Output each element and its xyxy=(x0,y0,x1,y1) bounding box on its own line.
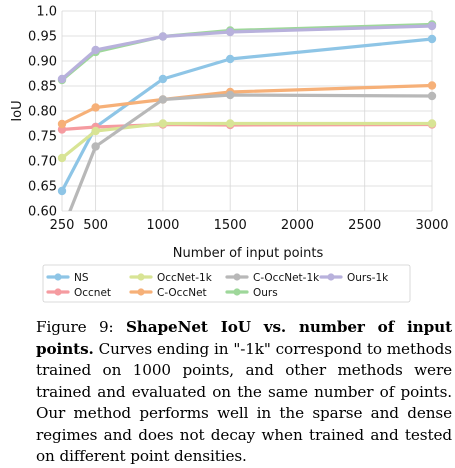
legend-label-ours-1k: Ours-1k xyxy=(347,272,389,284)
series-line-c-occnet xyxy=(60,83,434,126)
data-point-ns xyxy=(225,54,235,64)
data-point-c-occnet xyxy=(57,119,67,129)
series-line-ns xyxy=(60,37,434,193)
data-point-occnet-1k xyxy=(158,119,168,128)
data-point-ours-1k xyxy=(91,45,100,55)
data-point-c-occnet-1k xyxy=(427,91,437,101)
x-tick-label: 250 xyxy=(50,218,75,233)
legend-label-ours: Ours xyxy=(253,287,278,299)
data-point-ns xyxy=(57,186,67,196)
legend-label-c-occnet: C-OccNet xyxy=(157,287,207,299)
x-axis-ticks: 250 500 1000 1500 2000 2500 3000 xyxy=(50,218,449,233)
legend-marker-ours-1k xyxy=(327,273,335,281)
y-tick-label: 0.60 xyxy=(28,205,57,220)
legend-label-ns: NS xyxy=(74,272,89,284)
y-tick-label: 0.75 xyxy=(28,130,57,145)
iou-line-chart: 250 500 1000 1500 2000 2500 3000 0.600.650.700… xyxy=(10,5,449,303)
y-tick-label: 0.90 xyxy=(28,55,57,70)
series-line-ours-1k xyxy=(60,24,434,81)
data-point-c-occnet-1k xyxy=(158,95,168,104)
legend: NS Occnet OccNet-1k C-OccNet C-OccNet-1k Ours… xyxy=(42,264,411,303)
legend-marker-occnet xyxy=(54,288,62,296)
legend-marker-ours xyxy=(233,288,241,296)
y-axis-ticks: 0.60 0.65 0.70 0.75 0.80 0.85 0.90 0.95 1.0 xyxy=(28,5,57,220)
x-tick-label: 500 xyxy=(83,218,108,233)
y-tick-label: 0.80 xyxy=(28,105,57,120)
x-axis-label: Number of input points xyxy=(173,246,324,261)
data-point-occnet-1k xyxy=(57,153,67,163)
figure-caption: Figure 9: ShapeNet IoU vs. number of inp… xyxy=(36,317,452,468)
data-point-c-occnet xyxy=(91,103,100,112)
y-tick-label: 0.70 xyxy=(28,155,57,170)
figure-label: Figure 9: xyxy=(36,318,114,336)
data-point-ours-1k xyxy=(225,27,235,37)
x-tick-label: 1500 xyxy=(214,218,247,233)
series-lines xyxy=(57,20,437,211)
x-tick-label: 3000 xyxy=(415,218,448,233)
legend-marker-c-occnet-1k xyxy=(233,273,241,281)
data-point-occnet-1k xyxy=(91,126,100,136)
caption-body: Curves ending in "-1k" correspond to met… xyxy=(36,339,452,466)
caption-title: ShapeNet IoU vs. number of input points. xyxy=(36,318,452,358)
legend-marker-occnet-1k xyxy=(137,273,145,281)
grid xyxy=(61,10,433,212)
legend-marker-c-occnet xyxy=(137,288,145,296)
data-point-occnet-1k xyxy=(225,119,235,128)
legend-label-occnet: Occnet xyxy=(74,287,111,299)
data-point-c-occnet-1k xyxy=(225,90,235,100)
y-tick-label: 0.85 xyxy=(28,80,57,95)
x-tick-label: 1000 xyxy=(146,218,179,233)
y-tick-label: 1.0 xyxy=(36,5,57,20)
data-point-ours-1k xyxy=(158,32,168,41)
y-axis-label: IoU xyxy=(10,100,25,121)
y-tick-label: 0.65 xyxy=(28,180,57,195)
series-line-occnet-1k xyxy=(60,121,434,160)
legend-label-occnet-1k: OccNet-1k xyxy=(157,272,213,284)
data-point-c-occnet-1k xyxy=(91,142,100,151)
data-point-ns xyxy=(158,74,168,84)
data-point-ns xyxy=(427,34,437,44)
data-point-ours-1k xyxy=(57,74,67,84)
x-tick-label: 2000 xyxy=(281,218,314,233)
legend-label-c-occnet-1k: C-OccNet-1k xyxy=(253,272,320,284)
legend-marker-ns xyxy=(54,273,62,281)
y-tick-label: 0.95 xyxy=(28,30,57,45)
x-tick-label: 2500 xyxy=(348,218,381,233)
data-point-c-occnet xyxy=(427,81,437,90)
data-point-occnet-1k xyxy=(427,119,437,128)
data-point-ours-1k xyxy=(427,21,437,31)
